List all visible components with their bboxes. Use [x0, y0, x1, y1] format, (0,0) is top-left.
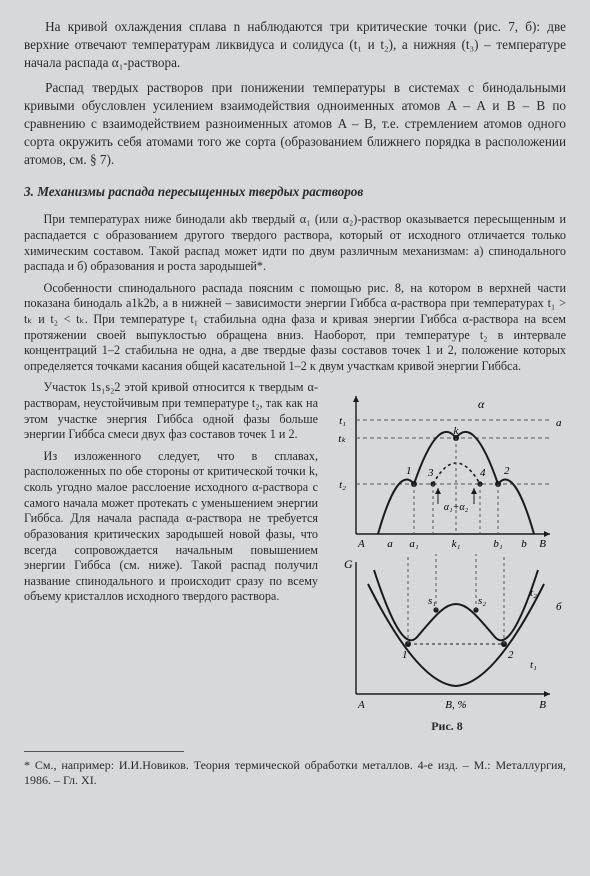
svg-text:k₁: k₁	[452, 538, 461, 550]
figure-svg: t₁ tₖ t₂ α a k 1 2 3 4 α₁+α₂ A a a₁ k₁	[328, 384, 566, 714]
svg-text:B: B	[539, 699, 546, 711]
svg-text:4: 4	[480, 467, 486, 479]
svg-text:б: б	[556, 601, 562, 613]
svg-text:1: 1	[406, 465, 412, 477]
figure-8: t₁ tₖ t₂ α a k 1 2 3 4 α₁+α₂ A a a₁ k₁	[328, 384, 566, 734]
page: На кривой охлаждения сплава n наблюдаютс…	[0, 0, 590, 802]
svg-text:t₁: t₁	[339, 415, 346, 427]
svg-text:s₁: s₁	[428, 595, 436, 607]
svg-text:a: a	[556, 417, 562, 429]
paragraph-2: Распад твердых растворов при понижении т…	[24, 79, 566, 168]
panel-a: t₁ tₖ t₂ α a k 1 2 3 4 α₁+α₂ A a a₁ k₁	[338, 396, 562, 550]
svg-text:b: b	[521, 538, 527, 550]
svg-text:b₁: b₁	[493, 538, 503, 550]
svg-text:t₂: t₂	[530, 587, 537, 599]
panel-b: G б t₂ t₁ 1 2 s₁ s₂ A B, % B	[344, 554, 562, 711]
svg-text:t₂: t₂	[339, 479, 346, 491]
svg-text:B: B	[539, 538, 546, 550]
svg-text:B, %: B, %	[445, 699, 466, 711]
small-paragraph-2: Особенности спинодального распада поясни…	[24, 281, 566, 375]
footnote: * См., например: И.И.Новиков. Теория тер…	[24, 758, 566, 788]
section-title: 3. Механизмы распада пересыщенных тверды…	[24, 183, 566, 201]
svg-text:A: A	[357, 538, 365, 550]
svg-text:t₁: t₁	[530, 659, 537, 671]
svg-text:a₁: a₁	[409, 538, 419, 550]
svg-text:1: 1	[402, 649, 408, 661]
svg-text:a: a	[387, 538, 393, 550]
svg-text:s₂: s₂	[478, 595, 486, 607]
svg-text:tₖ: tₖ	[338, 433, 346, 445]
svg-text:A: A	[357, 699, 365, 711]
svg-text:α: α	[478, 397, 485, 411]
figure-caption: Рис. 8	[328, 718, 566, 734]
svg-text:G: G	[344, 557, 353, 571]
paragraph-1: На кривой охлаждения сплава n наблюдаютс…	[24, 18, 566, 71]
svg-text:α₁+α₂: α₁+α₂	[444, 502, 469, 513]
float-block: t₁ tₖ t₂ α a k 1 2 3 4 α₁+α₂ A a a₁ k₁	[24, 380, 566, 740]
footnote-divider	[24, 751, 184, 752]
svg-text:2: 2	[508, 649, 514, 661]
svg-text:2: 2	[504, 465, 510, 477]
small-paragraph-1: При температурах ниже бинодали akb тверд…	[24, 212, 566, 274]
svg-text:3: 3	[427, 467, 434, 479]
